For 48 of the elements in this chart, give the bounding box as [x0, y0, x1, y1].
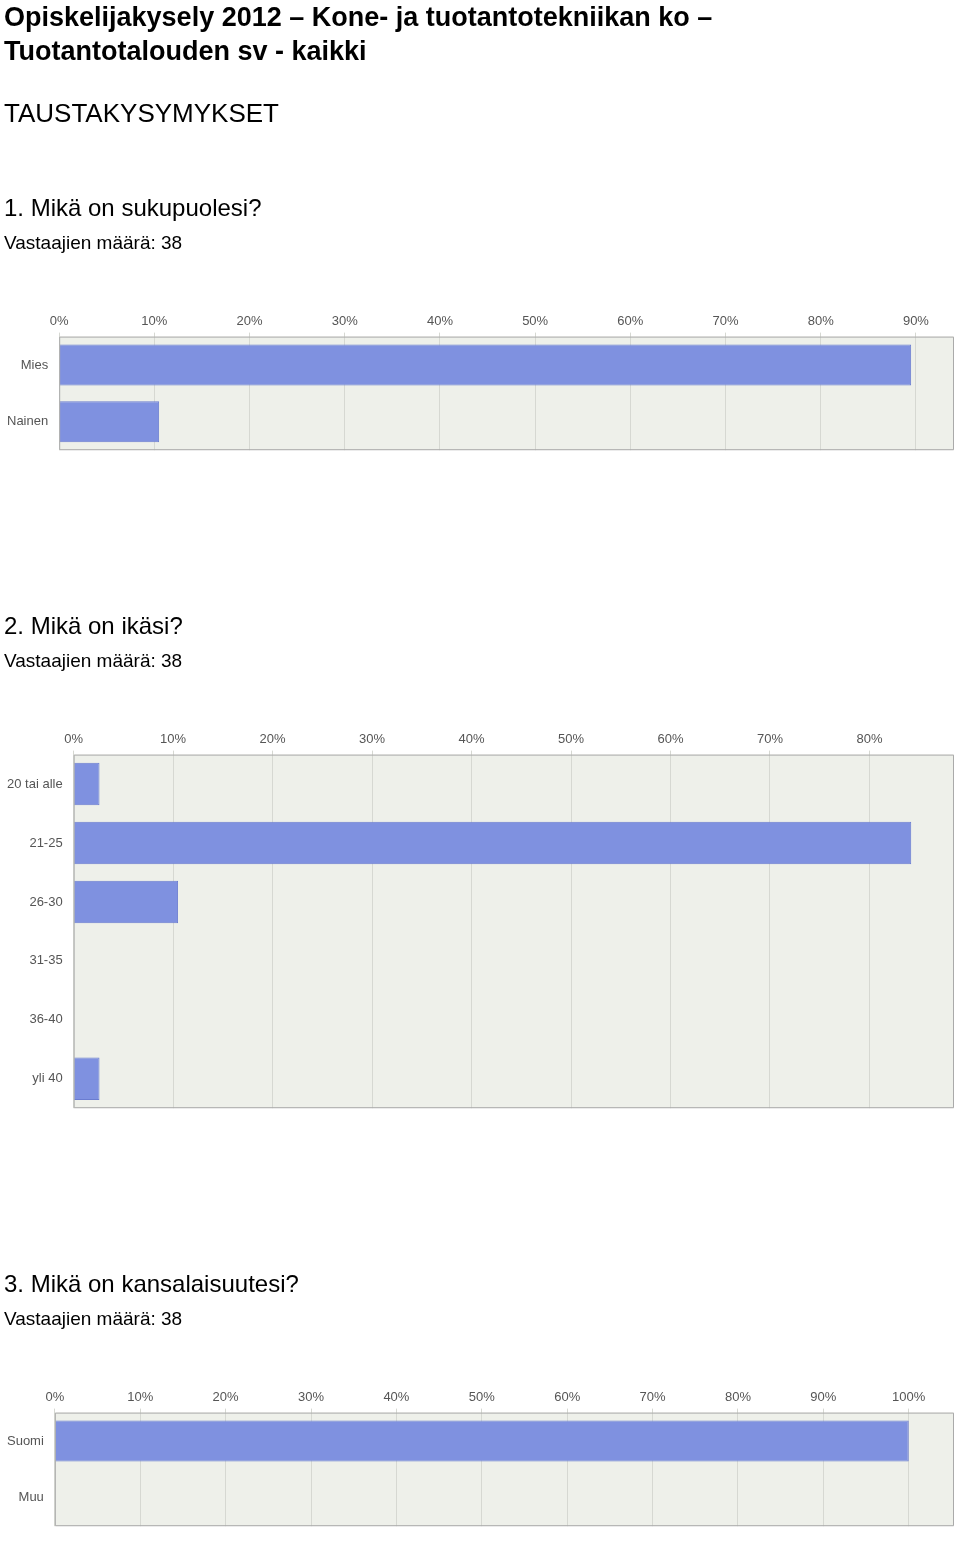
y-tick-label: 21-25: [29, 834, 63, 850]
x-tick-label: 50%: [468, 1389, 496, 1405]
text: Opiskelijakysely 2012 – Kone- ja tuotantotekniikan ko – Tuotantotalouden sv - kaikki: [4, 1, 714, 68]
x-tick-label: 60%: [657, 731, 684, 747]
x-tick-label: 100%: [892, 1389, 926, 1405]
x-tick-label: 90%: [902, 313, 930, 329]
y-tick-label: yli 40: [32, 1070, 63, 1086]
x-tick-label: 40%: [426, 313, 454, 329]
x-tick-label: 10%: [160, 731, 187, 747]
y-tick-label: Nainen: [6, 413, 49, 429]
chart-title: 1. Mikä on sukupuolesi?: [4, 193, 263, 223]
x-tick-label: 0%: [64, 731, 84, 747]
x-tick-label: 40%: [383, 1389, 410, 1405]
x-tick-label: 50%: [558, 731, 585, 747]
x-tick-label: 80%: [856, 731, 883, 747]
x-tick-label: 70%: [639, 1389, 667, 1405]
x-tick-label: 90%: [810, 1389, 837, 1405]
x-tick-label: 80%: [724, 1389, 752, 1405]
y-tick-label: Muu: [18, 1489, 44, 1505]
x-tick-label: 20%: [259, 731, 287, 747]
text: TAUSTAKYSYMYKSET: [4, 98, 280, 129]
y-tick-label: Mies: [20, 356, 49, 372]
x-tick-label: 70%: [712, 313, 739, 329]
x-tick-label: 20%: [236, 313, 264, 329]
x-tick-label: 70%: [756, 731, 784, 747]
chart-title: 3. Mikä on kansalaisuutesi?: [4, 1269, 300, 1299]
x-tick-label: 10%: [141, 313, 168, 329]
x-tick-label: 20%: [212, 1389, 240, 1405]
x-tick-label: 60%: [554, 1389, 581, 1405]
x-tick-label: 60%: [617, 313, 644, 329]
chart-title: 2. Mikä on ikäsi?: [4, 611, 184, 641]
x-tick-label: 40%: [458, 731, 485, 747]
x-tick-label: 10%: [127, 1389, 154, 1405]
chart-subtitle: Vastaajien määrä: 38: [4, 1307, 184, 1331]
x-tick-label: 30%: [359, 731, 386, 747]
x-tick-label: 50%: [522, 313, 549, 329]
y-tick-label: 20 tai alle: [6, 775, 63, 791]
x-tick-label: 80%: [807, 313, 835, 329]
x-tick-label: 0%: [49, 313, 70, 329]
y-tick-label: 36-40: [29, 1011, 63, 1027]
x-tick-label: 30%: [298, 1389, 325, 1405]
y-tick-label: 31-35: [29, 952, 63, 968]
y-tick-label: Suomi: [6, 1432, 44, 1448]
x-tick-label: 30%: [331, 313, 359, 329]
chart-subtitle: Vastaajien määrä: 38: [4, 649, 184, 673]
x-tick-label: 0%: [45, 1389, 65, 1405]
chart-subtitle: Vastaajien määrä: 38: [4, 231, 184, 255]
y-tick-label: 26-30: [29, 893, 63, 909]
